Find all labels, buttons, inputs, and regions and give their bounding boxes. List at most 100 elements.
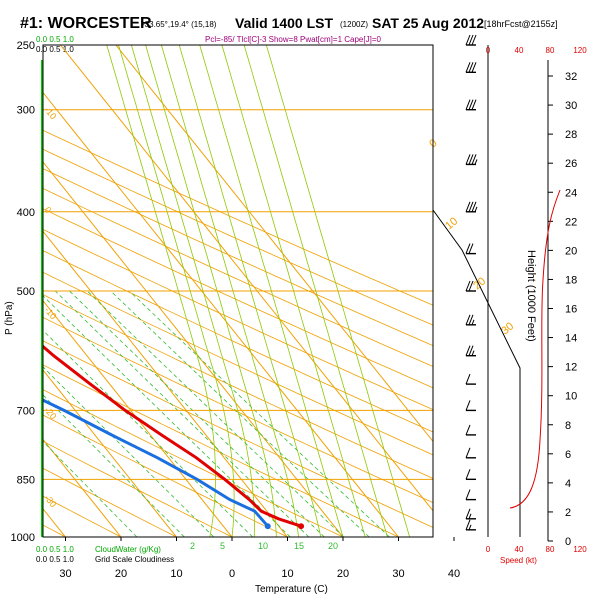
dry-adiabat-line (43, 340, 433, 528)
moist-adiabat-lines (106, 45, 410, 537)
speed-tick-top: 120 (573, 46, 587, 55)
mixing-ratio-line (129, 290, 390, 537)
temperature-tick-label: 40 (448, 568, 460, 580)
wind-barb (465, 34, 477, 46)
temperature-tick-label: 10 (281, 568, 293, 580)
adiabat-label: 10 (443, 215, 460, 232)
speed-tick-bottom: 120 (573, 545, 587, 554)
adiabat-label: 20 (471, 275, 488, 292)
dry-adiabat-line (43, 168, 433, 347)
pressure-tick-label: 500 (17, 286, 35, 298)
temperature-tick-label: 30 (392, 568, 404, 580)
temperature-tick-label: 10 (170, 568, 182, 580)
temperature-ticks: 30 20 10 0 10 20 30 40 (59, 537, 460, 580)
height-axis-label: Height (1000 Feet) (525, 250, 537, 342)
mixing-ratio-label: 15 (294, 541, 304, 551)
speed-tick-top: 0 (486, 46, 491, 55)
plot-frame (42, 44, 434, 538)
isotherm-line (43, 369, 177, 537)
dry-adiabat-line (0, 45, 10, 537)
wind-panel-boundary (432, 209, 521, 537)
dry-adiabat-line (43, 467, 177, 537)
speed-label: Speed (kt) (500, 556, 537, 565)
pressure-tick-label: 300 (17, 105, 35, 117)
moist-adiabat-line (131, 45, 255, 537)
height-curve (509, 189, 561, 509)
y-axis-label: P (hPa) (4, 301, 15, 335)
wind-barb (465, 469, 476, 481)
wind-barb (465, 489, 476, 501)
dry-adiabat-line (43, 188, 433, 367)
stability-indices: Pcl=-85/ Tlcl[C]-3 Show=8 Pwat[cm]=1 Cap… (205, 35, 381, 44)
isotherm-label: -10 (42, 305, 58, 321)
mixing-ratio-lines (43, 290, 390, 537)
adiabat-label: 30 (499, 320, 516, 337)
wind-barb (465, 400, 476, 412)
mixing-ratio-label: 2 (190, 541, 195, 551)
height-tick-label: 22 (565, 216, 577, 228)
mixing-ratio-line (43, 329, 253, 537)
moist-adiabat-line (118, 45, 235, 537)
moist-adiabat-line (199, 45, 344, 537)
temperature-tick-label: 20 (115, 568, 127, 580)
height-tick-label: 2 (565, 507, 571, 519)
mixing-ratio-label: 20 (328, 541, 338, 551)
station-title: #1: WORCESTER (20, 15, 152, 32)
dry-adiabat-line (43, 208, 433, 389)
pressure-tick-label: 400 (17, 207, 35, 219)
height-tick-label: 18 (565, 274, 577, 286)
cloud-scale-bottom: 0.0 0.5 1.0 (36, 555, 74, 564)
wind-barb (465, 373, 476, 385)
wind-barb (465, 280, 476, 292)
isotherm-label: -10 (42, 105, 58, 121)
wind-barb (465, 345, 476, 357)
mixing-ratio-line (43, 366, 215, 537)
dry-adiabat-line (43, 294, 433, 479)
dry-adiabat-line (43, 389, 344, 537)
isotherm-line (43, 299, 233, 537)
height-tick-label: 30 (565, 100, 577, 112)
moist-adiabat-line (178, 45, 322, 537)
isotherm-label: -30 (42, 493, 58, 509)
station-coords: -33.65°,19.4° (15,18) (142, 20, 217, 29)
surface-temperature-point (298, 523, 305, 530)
grid-cloudiness-label: Grid Scale Cloudiness (95, 555, 174, 564)
cloud-water-scale-top: 0.0 0.5 1.0 (36, 35, 74, 44)
height-tick-label: 28 (565, 129, 577, 141)
cloud-water-label: CloudWater (g/Kg) (95, 545, 161, 554)
mixing-ratio-line (69, 290, 325, 537)
mixing-ratio-label: 5 (220, 541, 225, 551)
height-tick-label: 16 (565, 304, 577, 316)
mixing-ratio-line (87, 290, 344, 537)
mixing-ratio-label: 10 (258, 541, 268, 551)
height-tick-label: 12 (565, 362, 577, 374)
pressure-ticks: 250 300 400 500 700 850 1000 (11, 40, 35, 544)
forecast-label: [18hrFcst@2155z] (484, 19, 558, 29)
wind-barb (465, 99, 477, 111)
isotherm-line (43, 438, 122, 537)
moist-adiabat-line (221, 45, 366, 537)
moist-adiabat-line (243, 45, 388, 537)
height-tick-label: 10 (565, 391, 577, 403)
x-axis-label: Temperature (C) (255, 584, 328, 595)
mixing-ratio-line (43, 295, 291, 537)
height-tick-label: 6 (565, 449, 571, 461)
wind-barb (465, 519, 476, 531)
temperature-line (43, 344, 302, 528)
pressure-tick-label: 850 (17, 474, 35, 486)
wind-barb (465, 447, 476, 459)
wind-barb (465, 508, 476, 520)
dry-adiabat-line (43, 364, 399, 537)
height-tick-label: 20 (565, 245, 577, 257)
temperature-tick-label: 20 (337, 568, 349, 580)
height-tick-label: 24 (565, 187, 577, 199)
dry-adiabat-line (43, 228, 433, 411)
wind-barb (465, 201, 478, 213)
valid-date: SAT 25 Aug 2012 (372, 15, 484, 31)
wind-barb (465, 243, 476, 255)
height-tick-label: 4 (565, 478, 571, 490)
valid-time: Valid 1400 LST (235, 15, 333, 31)
wind-barbs (465, 34, 478, 531)
mixing-ratio-line (43, 440, 138, 537)
